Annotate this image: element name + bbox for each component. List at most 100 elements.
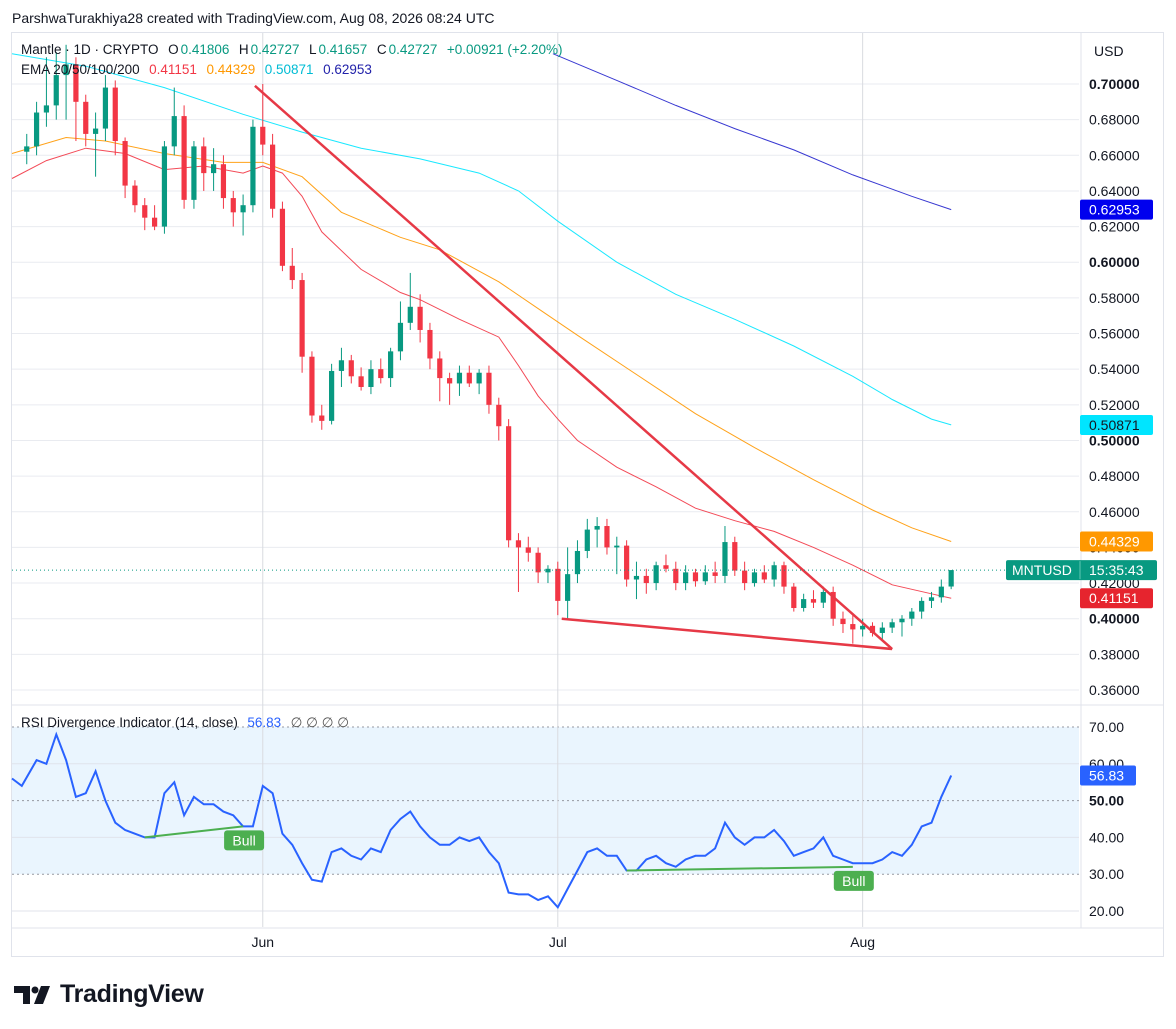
rsi-value-tag [1080, 765, 1136, 786]
ema100-line [11, 53, 952, 426]
candle-body [53, 75, 59, 106]
candle-body [122, 141, 128, 186]
candle-body [260, 126, 266, 145]
candle-body [938, 586, 944, 598]
candle-body [397, 322, 404, 352]
open-value: 0.41806 [180, 42, 230, 57]
candle-body [191, 146, 197, 200]
high-value: 0.42727 [250, 42, 300, 57]
ema50-line [11, 136, 952, 542]
ema-price-tag [1080, 414, 1153, 435]
candle-body [761, 572, 767, 580]
ema-price-tag-label: 0.50871 [1089, 417, 1140, 433]
price-tick-label: 0.36000 [1089, 682, 1140, 698]
candle-body [456, 372, 463, 384]
candle-body [132, 185, 138, 206]
bull-badge-label: Bull [232, 832, 255, 848]
candle-body [230, 198, 236, 213]
candle-body [584, 529, 590, 551]
rsi-extra: ∅ ∅ ∅ ∅ [290, 715, 349, 730]
candle-body [732, 542, 738, 571]
price-tick-label: 0.38000 [1089, 646, 1140, 662]
candle-body [673, 568, 679, 584]
candle-body [860, 625, 866, 630]
candle-body [407, 306, 413, 323]
candle-body [771, 565, 777, 580]
tradingview-wordmark: TradingView [60, 980, 204, 1008]
candle-body [329, 370, 335, 421]
rsi-line [11, 731, 953, 910]
ema200-line [552, 53, 952, 211]
candle-body [722, 542, 728, 576]
price-tick-label: 0.52000 [1089, 397, 1140, 413]
low-value: 0.41657 [318, 42, 368, 57]
candle-body [63, 64, 69, 76]
candle-body [506, 426, 512, 541]
candle-body [102, 87, 109, 129]
rsi-label: RSI Divergence Indicator (14, close) [21, 715, 238, 730]
candle-body [496, 404, 502, 427]
price-tick-label: 0.54000 [1089, 361, 1140, 377]
candle-body [33, 112, 40, 147]
month-label-jun: Jun [251, 934, 274, 950]
candle-body [633, 575, 640, 580]
candle-body [289, 265, 295, 281]
candle-body [594, 526, 600, 530]
candle-body [319, 415, 325, 421]
candle-body [820, 591, 826, 603]
candle-body [476, 372, 482, 384]
rsi-legend: RSI Divergence Indicator (14, close) 56.… [21, 715, 351, 731]
candle-body [220, 164, 227, 199]
candle-body [240, 205, 246, 213]
candle-body [417, 306, 423, 330]
candle-body [447, 378, 453, 384]
price-tick-label: 0.40000 [1089, 611, 1140, 627]
price-tick-label: 0.66000 [1089, 147, 1140, 163]
price-tick-label: 0.46000 [1089, 504, 1140, 520]
ema-price-tag-label: 0.44329 [1089, 534, 1140, 550]
ema-price-tag [1080, 199, 1153, 220]
candle-body [653, 565, 659, 584]
candle-body [270, 144, 276, 209]
ema50-value: 0.44329 [206, 62, 256, 77]
candle-body [643, 575, 649, 584]
candle-body [279, 208, 286, 266]
rsi-value-tag-label: 56.83 [1089, 767, 1124, 783]
chart-credit: ParshwaTurakhiya28 created with TradingV… [12, 10, 495, 26]
ema100-value: 0.50871 [264, 62, 314, 77]
close-value: 0.42727 [388, 42, 438, 57]
mntusd-countdown: 15:35:43 [1089, 562, 1144, 578]
candle-body [712, 572, 718, 576]
candle-body [535, 552, 541, 573]
candle-body [112, 87, 118, 142]
price-tick-label: 0.50000 [1089, 432, 1140, 448]
rsi-tick-label: 30.00 [1089, 866, 1124, 882]
candle-body [161, 146, 168, 227]
ema-price-tag-label: 0.62953 [1089, 202, 1140, 218]
candle-body [909, 611, 915, 619]
candle-body [604, 526, 610, 548]
price-tick-label: 0.68000 [1089, 112, 1140, 128]
candle-body [388, 351, 394, 379]
main-legend: Mantle · 1D · CRYPTO O 0.41806 H 0.42727 L… [21, 42, 565, 57]
ema200-value: 0.62953 [323, 62, 372, 77]
candle-body [43, 105, 50, 113]
candle-body [801, 599, 807, 609]
candle-body [83, 101, 89, 134]
candle-body [368, 369, 374, 387]
month-label-aug: Aug [850, 934, 875, 950]
price-tick-label: 0.60000 [1089, 254, 1140, 270]
candle-body [73, 64, 79, 102]
change-value: +0.00921 (+2.20%) [446, 42, 563, 57]
candle-body [210, 164, 217, 174]
candle-body [466, 372, 472, 384]
rsi-tick-label: 70.00 [1089, 719, 1124, 735]
candle-body [250, 126, 256, 206]
candle-body [683, 572, 689, 584]
chart-frame [11, 32, 1164, 957]
bull-badge-label: Bull [842, 873, 865, 889]
currency-label[interactable]: USD [1094, 43, 1124, 59]
candle-body [299, 280, 305, 357]
price-tick-label: 0.48000 [1089, 468, 1140, 484]
